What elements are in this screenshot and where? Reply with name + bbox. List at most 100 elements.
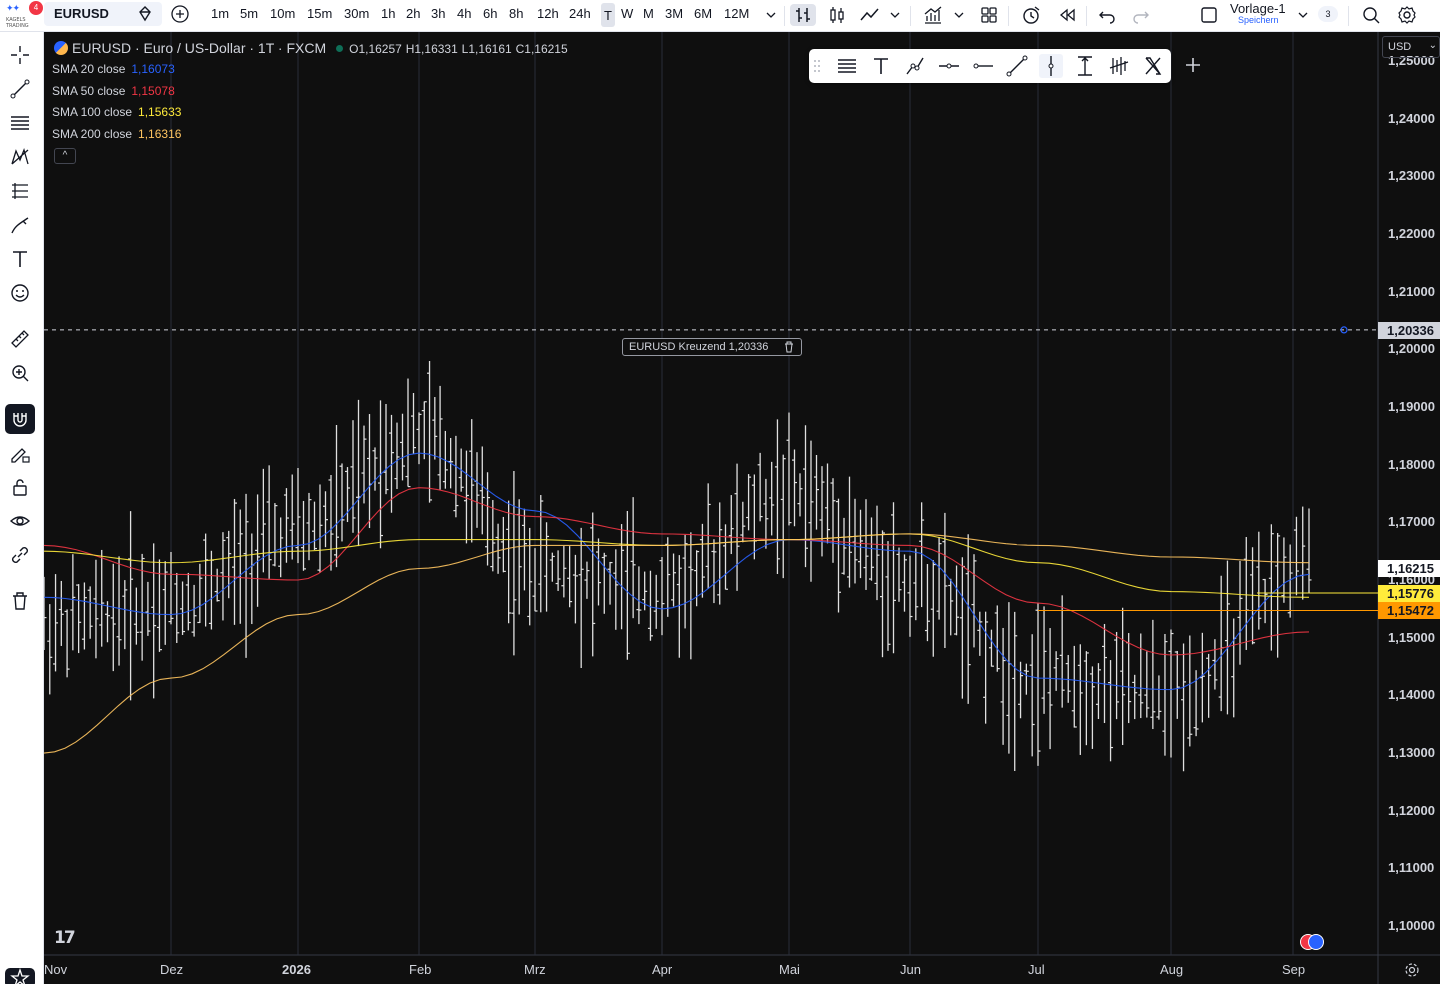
currency-pair-flags-icon[interactable] <box>1300 934 1324 950</box>
layout-count-badge[interactable]: 3 <box>1318 6 1338 22</box>
interval-12M[interactable]: 12M <box>724 6 750 21</box>
interval-12h[interactable]: 12h <box>537 6 559 21</box>
indicators-icon[interactable] <box>922 4 944 26</box>
link-tool[interactable] <box>5 540 35 570</box>
diamond-icon[interactable] <box>136 5 154 23</box>
crosshair-tool[interactable] <box>5 40 35 70</box>
layout-square-icon[interactable] <box>1198 4 1220 26</box>
db-bars-pattern[interactable] <box>1107 54 1131 78</box>
db-path[interactable] <box>903 54 927 78</box>
brush-tool[interactable] <box>5 210 35 240</box>
fib-tool[interactable] <box>5 108 35 138</box>
undo-icon[interactable] <box>1096 4 1118 26</box>
emoji-tool[interactable] <box>5 278 35 308</box>
sma-line-3 <box>44 533 1310 598</box>
alert-text: EURUSD Kreuzend 1,20336 <box>629 341 769 353</box>
redo-icon[interactable] <box>1130 4 1152 26</box>
layout-name[interactable]: Vorlage-1 <box>1230 1 1286 16</box>
indicator-value: 1,16073 <box>131 62 175 76</box>
replay-icon[interactable] <box>1056 4 1078 26</box>
legend-open: O1,16257 <box>349 42 402 56</box>
bars-pattern-icon <box>1109 57 1129 75</box>
axis-settings-icon[interactable] <box>1404 962 1420 978</box>
interval-1m[interactable]: 1m <box>211 6 230 21</box>
interval-15m[interactable]: 15m <box>307 6 333 21</box>
currency-selector[interactable]: USD ⌄ <box>1382 36 1440 58</box>
interval-8h[interactable]: 8h <box>509 6 524 21</box>
tradingview-logo-icon[interactable]: 17 <box>54 928 76 948</box>
interval-5m[interactable]: 5m <box>240 6 259 21</box>
db-price-range[interactable] <box>1073 54 1097 78</box>
forecast-icon <box>12 183 28 199</box>
chart-plot[interactable] <box>44 32 1440 984</box>
interval-W[interactable]: W <box>621 6 634 21</box>
settings-gear-icon[interactable] <box>1396 4 1418 26</box>
interval-2h[interactable]: 2h <box>406 6 421 21</box>
chart-pane[interactable]: EURUSD · Euro / US-Dollar · 1T · FXCM O1,… <box>44 32 1440 984</box>
forecast-tool[interactable] <box>5 176 35 206</box>
chevron-down-icon[interactable] <box>888 4 902 26</box>
chart-legend[interactable]: EURUSD · Euro / US-Dollar · 1T · FXCM O1,… <box>54 40 568 56</box>
zoom-tool[interactable] <box>5 358 35 388</box>
trend-line-icon <box>1006 55 1028 77</box>
interval-3h[interactable]: 3h <box>431 6 446 21</box>
interval-6M[interactable]: 6M <box>694 6 713 21</box>
text-tool[interactable] <box>5 244 35 274</box>
indicator-row[interactable]: SMA 100 close 1,15633 <box>52 105 181 119</box>
trend-line-tool[interactable] <box>5 74 35 104</box>
layout-save-label[interactable]: Speichern <box>1238 15 1279 25</box>
broker-logo[interactable]: ✦✦ 4 KAGELS TRADING <box>4 1 43 29</box>
db-text[interactable] <box>869 54 893 78</box>
interval-6h[interactable]: 6h <box>483 6 498 21</box>
alert-label[interactable]: EURUSD Kreuzend 1,20336 <box>622 338 802 356</box>
db-ray[interactable] <box>971 54 995 78</box>
chevron-down-icon[interactable] <box>952 4 966 26</box>
interval-30m[interactable]: 30m <box>344 6 370 21</box>
magnet-tool[interactable] <box>5 404 35 434</box>
sma-line-2 <box>44 487 1310 656</box>
interval-T[interactable]: T <box>601 3 615 27</box>
divider <box>910 6 911 26</box>
interval-10m[interactable]: 10m <box>270 6 296 21</box>
add-symbol-icon[interactable] <box>170 4 190 24</box>
favorites-tool[interactable] <box>5 967 35 984</box>
horizontal-line-icon <box>939 63 959 69</box>
bars-style-icon[interactable] <box>790 4 816 26</box>
add-tool-icon[interactable] <box>1184 56 1202 74</box>
smiley-icon <box>11 284 29 302</box>
db-x-post[interactable] <box>1141 54 1165 78</box>
indicator-row[interactable]: SMA 200 close 1,16316 <box>52 127 181 141</box>
alert-clock-icon[interactable] <box>1020 4 1042 26</box>
chevron-down-icon[interactable] <box>764 4 778 26</box>
chevron-down-icon[interactable] <box>1296 4 1310 26</box>
delete-tool[interactable] <box>5 586 35 616</box>
interval-1h[interactable]: 1h <box>381 6 396 21</box>
candles-icon[interactable] <box>826 4 848 26</box>
db-horizontal-ray[interactable] <box>937 54 961 78</box>
legend-collapse-button[interactable]: ^ <box>54 148 76 164</box>
db-trend-line[interactable] <box>1005 54 1029 78</box>
notification-badge: 4 <box>29 1 43 15</box>
line-chart-icon[interactable] <box>858 4 880 26</box>
price-tick-label: 1,21000 <box>1388 283 1435 299</box>
db-horizontal-lines[interactable] <box>835 54 859 78</box>
quick-search-icon[interactable] <box>1360 4 1382 26</box>
interval-4h[interactable]: 4h <box>457 6 472 21</box>
measure-tool[interactable] <box>5 324 35 354</box>
drag-handle-icon[interactable] <box>813 58 821 74</box>
db-vertical-line[interactable] <box>1039 54 1063 78</box>
lock-draw-tool[interactable] <box>5 438 35 468</box>
indicator-value: 1,15078 <box>131 83 175 98</box>
indicator-row[interactable]: SMA 50 close 1,15078 <box>52 84 175 98</box>
layout-grid-icon[interactable] <box>978 4 1000 26</box>
trash-icon[interactable] <box>783 341 795 353</box>
interval-M[interactable]: M <box>643 6 654 21</box>
interval-3M[interactable]: 3M <box>665 6 684 21</box>
interval-24h[interactable]: 24h <box>569 6 591 21</box>
pattern-tool[interactable] <box>5 142 35 172</box>
indicator-row[interactable]: SMA 20 close 1,16073 <box>52 62 175 76</box>
visibility-tool[interactable] <box>5 506 35 536</box>
time-tick-label: Sep <box>1282 962 1306 977</box>
symbol-search[interactable]: EURUSD <box>44 2 162 26</box>
lock-tool[interactable] <box>5 472 35 502</box>
